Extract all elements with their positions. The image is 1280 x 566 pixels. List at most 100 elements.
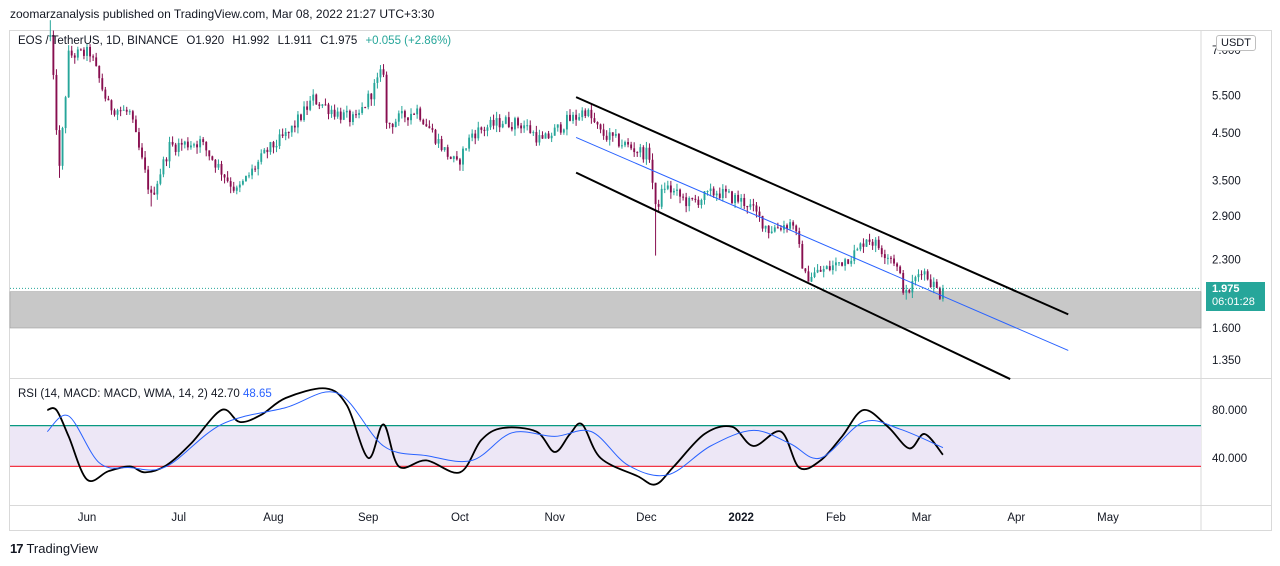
- candle-body: [58, 130, 61, 166]
- candle: [202, 137, 205, 146]
- candle: [630, 141, 633, 151]
- candle: [935, 279, 938, 289]
- candle-body: [217, 163, 220, 168]
- candle-body: [92, 56, 95, 58]
- candle-body: [642, 147, 645, 160]
- candle: [654, 182, 657, 256]
- candle-body: [538, 135, 541, 143]
- candle-body: [902, 272, 905, 293]
- candle: [880, 245, 883, 258]
- rsi-label[interactable]: RSI (14, MACD: MACD, WMA, 14, 2): [18, 388, 208, 400]
- candle-body: [789, 222, 792, 229]
- candle: [575, 109, 578, 126]
- candle-body: [672, 190, 675, 193]
- candle-body: [241, 181, 244, 185]
- candle-body: [514, 118, 516, 130]
- candle: [462, 146, 464, 172]
- candle: [514, 116, 516, 136]
- time-tick-label: Dec: [636, 512, 657, 524]
- candle: [196, 140, 198, 154]
- candle-body: [908, 289, 911, 293]
- candle: [752, 198, 755, 212]
- candle: [544, 132, 547, 139]
- candle: [532, 130, 535, 136]
- candle: [718, 187, 721, 200]
- candle-body: [309, 100, 312, 110]
- candle-body: [703, 191, 706, 200]
- candle-body: [746, 206, 749, 208]
- candle: [79, 48, 82, 51]
- candle: [789, 219, 792, 231]
- candle-body: [498, 118, 501, 128]
- support-zone: [9, 291, 1202, 329]
- candle-body: [941, 288, 944, 299]
- chart-frame: [9, 30, 1272, 531]
- candle-body: [211, 156, 214, 160]
- candle-body: [850, 260, 853, 264]
- candle: [584, 108, 587, 119]
- candle-body: [767, 225, 770, 234]
- candle-body: [847, 259, 850, 264]
- candle: [923, 268, 926, 281]
- candle: [318, 102, 321, 110]
- candle-body: [403, 111, 406, 118]
- candle-body: [685, 197, 688, 207]
- candle: [352, 111, 354, 126]
- support-zone-layer: [9, 291, 1202, 329]
- candle-body: [373, 82, 376, 100]
- candle-body: [572, 114, 574, 121]
- candle-body: [810, 276, 813, 282]
- candle-body: [657, 204, 660, 207]
- candle-body: [455, 156, 458, 160]
- time-tick-label: Jul: [171, 512, 186, 524]
- candle: [431, 123, 434, 133]
- brand-name[interactable]: TradingView: [26, 541, 99, 556]
- candle-body: [330, 109, 333, 115]
- candle: [838, 262, 840, 266]
- candle-body: [828, 266, 831, 271]
- time-tick-label: Mar: [912, 512, 932, 524]
- candle-body: [841, 262, 843, 266]
- currency-badge[interactable]: USDT: [1216, 35, 1256, 51]
- candle-body: [352, 114, 354, 123]
- candle: [254, 165, 257, 173]
- candle-body: [553, 127, 556, 136]
- candle: [76, 46, 79, 61]
- candle-body: [880, 248, 883, 255]
- candle-body: [893, 258, 895, 264]
- candle-body: [917, 274, 920, 278]
- candle: [676, 183, 678, 196]
- candle-body: [896, 263, 899, 267]
- candle-body: [318, 104, 321, 106]
- symbol-legend: EOS / TetherUS, 1D, BINANCE O1.920 H1.99…: [18, 35, 456, 47]
- candle: [627, 138, 630, 148]
- candle: [394, 118, 397, 128]
- tradingview-logo-icon[interactable]: 17: [10, 541, 24, 556]
- candle: [556, 124, 559, 132]
- last-price-badge: 1.975 06:01:28: [1206, 282, 1265, 311]
- symbol-label[interactable]: EOS / TetherUS, 1D, BINANCE: [18, 35, 179, 47]
- candle: [642, 145, 645, 163]
- candle-body: [52, 34, 55, 75]
- candle-body: [275, 145, 278, 148]
- candle: [792, 220, 795, 230]
- candle-body: [428, 126, 431, 129]
- bar-countdown: 06:01:28: [1212, 296, 1255, 308]
- candle-body: [520, 125, 523, 129]
- candle-body: [489, 119, 492, 128]
- candle-body: [605, 135, 608, 140]
- candle: [296, 111, 299, 134]
- candle: [217, 159, 220, 170]
- candle-body: [434, 129, 437, 144]
- candle: [199, 135, 202, 153]
- candle: [275, 139, 278, 153]
- candle: [614, 129, 617, 138]
- candle-body: [501, 123, 504, 128]
- candle: [458, 157, 461, 171]
- candle: [691, 197, 694, 201]
- candle-body: [189, 145, 192, 148]
- candle-body: [718, 193, 721, 198]
- candle-body: [581, 110, 584, 118]
- candle-body: [168, 141, 171, 162]
